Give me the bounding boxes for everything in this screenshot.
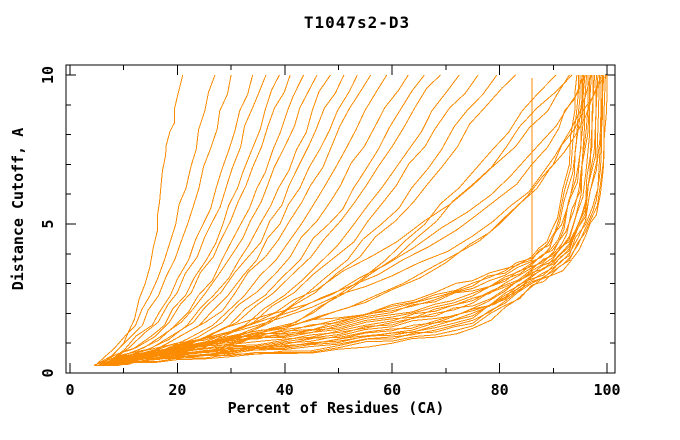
gdt-curve <box>104 74 267 365</box>
gdt-curve <box>101 74 254 365</box>
gdt-curve <box>99 74 280 365</box>
gdt-curve <box>102 74 305 365</box>
gdt-curve <box>104 74 517 364</box>
gdt-curve <box>102 74 592 365</box>
gdt-curve <box>113 75 602 366</box>
gdt-curve <box>104 74 318 364</box>
gdt-curve <box>99 74 557 365</box>
gdt-curve <box>94 74 608 367</box>
gdt-curve <box>100 74 599 366</box>
gdt-curve <box>96 74 331 365</box>
plot-title: T1047s2-D3 <box>303 13 411 32</box>
gdt-curve <box>96 74 216 365</box>
gdt-curve <box>104 74 372 364</box>
model-curves <box>94 74 608 367</box>
gdt-curve <box>110 74 479 364</box>
gdt-curve <box>112 74 584 364</box>
gdt-curve <box>103 74 605 366</box>
gdt-curve <box>107 74 291 363</box>
gdt-curve <box>98 74 606 367</box>
y-tick-label: 10 <box>39 66 57 84</box>
gdt-curve <box>102 74 608 365</box>
tick-labels: 0 20 40 60 80 100 0 5 10 <box>39 66 621 399</box>
gdt-curve <box>99 74 388 365</box>
x-tick-label: 80 <box>491 381 509 399</box>
x-tick-label: 0 <box>65 381 74 399</box>
x-tick-label: 20 <box>168 381 186 399</box>
plot-frame <box>65 64 616 374</box>
gdt-curve <box>101 74 232 365</box>
gdt-curve <box>102 74 573 364</box>
gdt-curve <box>96 74 603 365</box>
x-tick-label: 60 <box>383 381 401 399</box>
gdt-curve <box>102 74 358 365</box>
y-tick-label: 5 <box>39 219 57 228</box>
gdt-curve <box>108 75 604 366</box>
gdt-curve <box>107 78 533 365</box>
gdt-curve <box>107 74 409 364</box>
gdt-curve <box>102 74 425 365</box>
y-tick-label: 0 <box>39 368 57 377</box>
gdt-curve <box>96 74 184 365</box>
y-axis-label: Distance Cutoff, A <box>9 127 27 291</box>
x-tick-label: 100 <box>593 381 620 399</box>
gdt-curve <box>104 74 441 364</box>
x-tick-label: 40 <box>276 381 294 399</box>
gdt-curve <box>115 75 594 366</box>
x-axis-label: Percent of Residues (CA) <box>227 399 445 417</box>
gdt-curve <box>110 74 345 364</box>
axis-ticks <box>66 65 615 374</box>
